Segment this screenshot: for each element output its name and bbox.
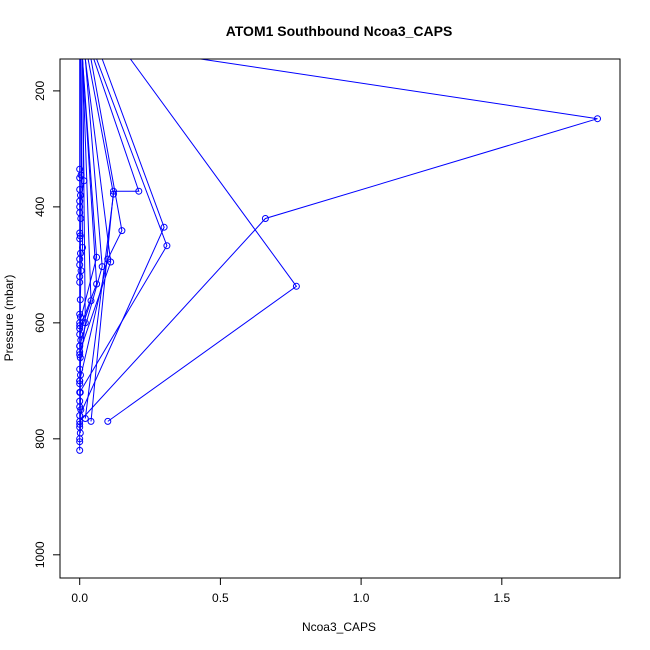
series-line	[79, 59, 123, 381]
series-line	[84, 59, 115, 419]
x-tick-label: 0.0	[71, 591, 88, 605]
data-point	[93, 253, 101, 261]
series-line	[79, 59, 165, 416]
series-line	[79, 59, 82, 434]
series-0	[76, 59, 601, 425]
data-point	[76, 438, 84, 446]
data-point	[77, 215, 85, 222]
x-tick-label: 1.5	[493, 591, 510, 605]
series-1	[104, 59, 300, 425]
x-axis-label: Ncoa3_CAPS	[302, 620, 376, 634]
axis-layer: 0.0 0.5 1.0 1.5 200 400 600 800 1000	[33, 81, 510, 605]
data-point	[77, 249, 84, 257]
data-point	[77, 267, 85, 275]
x-tick-label: 0.5	[212, 591, 229, 605]
data-point	[76, 351, 84, 359]
data-point	[76, 446, 84, 454]
data-point	[292, 282, 300, 290]
series-line	[79, 59, 92, 335]
data-point	[261, 215, 269, 222]
series-line	[79, 59, 112, 352]
data-point	[135, 187, 143, 195]
data-point	[76, 232, 84, 240]
series-16	[76, 59, 85, 437]
data-point	[76, 322, 84, 330]
data-point	[77, 171, 85, 179]
data-point	[163, 242, 171, 250]
series-line	[90, 59, 140, 422]
series-4	[87, 59, 143, 425]
data-point	[107, 258, 115, 266]
data-point	[594, 115, 601, 123]
data-point	[76, 420, 84, 428]
data-point	[98, 263, 106, 271]
y-axis-label: Pressure (mbar)	[2, 275, 16, 362]
y-tick-label: 800	[33, 428, 47, 448]
y-tick-label: 400	[33, 197, 47, 217]
data-point	[77, 191, 84, 199]
data-point	[81, 415, 89, 422]
y-tick-label: 1000	[33, 541, 47, 568]
data-point	[76, 388, 84, 396]
data-point	[110, 190, 117, 198]
x-tick-label: 1.0	[353, 591, 370, 605]
data-point	[77, 313, 84, 321]
data-point	[76, 429, 84, 437]
data-point	[76, 235, 84, 243]
data-point	[77, 406, 85, 414]
data-point	[77, 371, 84, 379]
data-point	[93, 280, 101, 288]
series-line	[79, 59, 168, 393]
data-point	[87, 297, 95, 305]
series-layer	[76, 59, 601, 454]
series-5	[81, 59, 117, 422]
data-point	[87, 417, 95, 425]
data-point	[76, 278, 84, 286]
series-line	[79, 59, 103, 347]
data-point	[81, 319, 89, 327]
y-tick-label: 200	[33, 81, 47, 101]
data-point	[76, 380, 84, 388]
data-point	[160, 223, 168, 231]
chart-title: ATOM1 Southbound Ncoa3_CAPS	[226, 23, 453, 39]
data-point	[104, 417, 112, 425]
y-tick-label: 600	[33, 313, 47, 333]
data-point	[76, 296, 84, 304]
series-line	[79, 59, 598, 422]
data-point	[76, 354, 84, 362]
data-point	[76, 310, 84, 318]
data-point	[77, 336, 85, 344]
series-line	[107, 59, 298, 422]
data-point	[118, 227, 126, 235]
